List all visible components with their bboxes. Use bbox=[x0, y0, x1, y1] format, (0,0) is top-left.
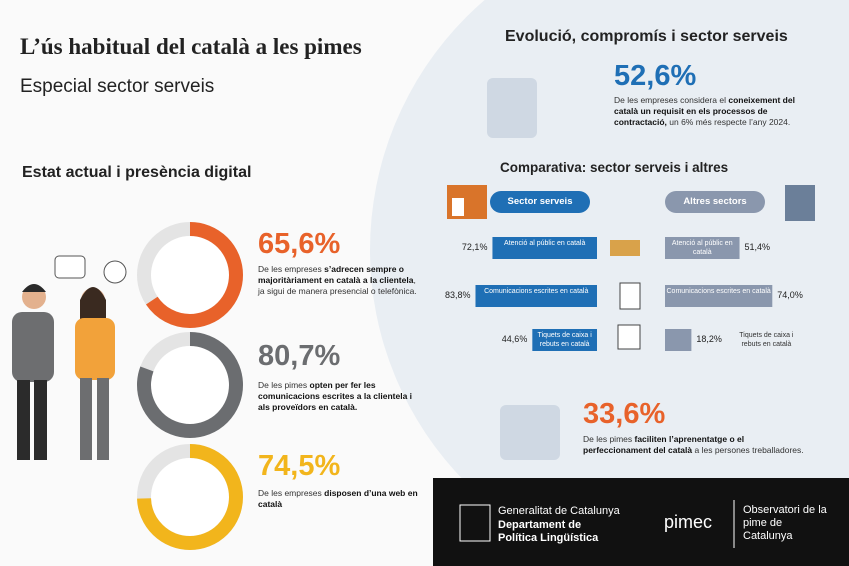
item-label: Comunicacions escrites en català bbox=[484, 288, 589, 295]
stat-value: 74,5% bbox=[258, 450, 341, 482]
footer-dept: Departament de Política Lingüística bbox=[498, 519, 599, 544]
people-illustration bbox=[12, 255, 127, 460]
description: De les empreses disposen d’una web en ca… bbox=[258, 488, 423, 510]
stat-value: 80,7% bbox=[258, 340, 341, 372]
item-label: Comunicacions escrites en català bbox=[666, 288, 771, 295]
stat-value: 33,6% bbox=[583, 398, 666, 430]
section-heading: Estat actual i presència digital bbox=[22, 164, 252, 181]
description: De les pimes opten per fer les comunicac… bbox=[258, 380, 423, 413]
comparison-bar bbox=[665, 285, 773, 307]
description: De les empreses considera el coneixement… bbox=[614, 95, 799, 128]
comparison-bar bbox=[475, 285, 597, 307]
footer-gov: Generalitat de Catalunya bbox=[498, 505, 620, 517]
stat-value: 52,6% bbox=[614, 60, 697, 92]
item-label: Atenció al públic en català bbox=[671, 240, 733, 256]
description-part: , ja sigui de manera presencial o telefò… bbox=[258, 275, 417, 296]
footer-bg bbox=[433, 478, 849, 566]
description-part: De les pimes bbox=[258, 380, 310, 390]
comparison-bar bbox=[665, 237, 740, 259]
right-panel-bg bbox=[370, 0, 849, 566]
description-part: disposen d’una web en català bbox=[258, 488, 418, 509]
group-pill bbox=[665, 191, 765, 213]
ring-arc bbox=[137, 222, 243, 328]
section-heading: Evolució, compromís i sector serveis bbox=[505, 28, 788, 45]
value-label: 83,8% bbox=[444, 290, 471, 300]
value-label: 51,4% bbox=[744, 242, 771, 252]
comparison-bar bbox=[492, 237, 597, 259]
description-part: faciliten l’aprenentatge o el perfeccion… bbox=[583, 434, 745, 455]
item-label: Tiquets de caixa i rebuts en català bbox=[739, 332, 794, 348]
value-label: 44,6% bbox=[501, 334, 528, 344]
description-part: De les pimes bbox=[583, 434, 635, 444]
value-label: 74,0% bbox=[777, 290, 803, 300]
description-part: un 6% més respecte l’any 2024. bbox=[666, 117, 791, 127]
ring-arc bbox=[137, 332, 243, 438]
comparison-icons bbox=[447, 78, 815, 460]
description-part: coneixement del català un requisit en el… bbox=[614, 95, 795, 127]
value-label: 18,2% bbox=[696, 334, 722, 344]
item-label: Tiquets de caixa i rebuts en català bbox=[537, 332, 592, 348]
item-label: Atenció al públic en català bbox=[504, 240, 586, 247]
comparison-bar bbox=[665, 329, 692, 351]
ring-arc bbox=[137, 444, 243, 550]
description-part: a les persones treballadores. bbox=[692, 445, 804, 455]
description-part: opten per fer les comunicacions escrites… bbox=[258, 380, 413, 412]
group-label: Sector serveis bbox=[507, 196, 573, 207]
subtitle: Especial sector serveis bbox=[20, 76, 215, 97]
stat-value: 65,6% bbox=[258, 228, 341, 260]
footer-observatori: Observatori de la pime de Catalunya bbox=[743, 504, 827, 542]
group-label: Altres sectors bbox=[683, 196, 747, 207]
description-part: s’adrecen sempre o majoritàriament en ca… bbox=[258, 264, 414, 285]
comparison-bar bbox=[532, 329, 597, 351]
footer-pimec: pimec bbox=[664, 512, 713, 532]
description: De les empreses s’adrecen sempre o major… bbox=[258, 264, 423, 297]
gov-logo bbox=[459, 504, 491, 542]
section-heading: Comparativa: sector serveis i altres bbox=[500, 160, 729, 175]
description-part: De les empreses considera el bbox=[614, 95, 729, 105]
description: De les pimes faciliten l’aprenentatge o … bbox=[583, 434, 808, 456]
description-part: De les empreses bbox=[258, 488, 325, 498]
group-pill bbox=[490, 191, 590, 213]
title: L’ús habitual del català a les pimes bbox=[20, 34, 362, 59]
description-part: De les empreses bbox=[258, 264, 325, 274]
value-label: 72,1% bbox=[461, 242, 488, 252]
